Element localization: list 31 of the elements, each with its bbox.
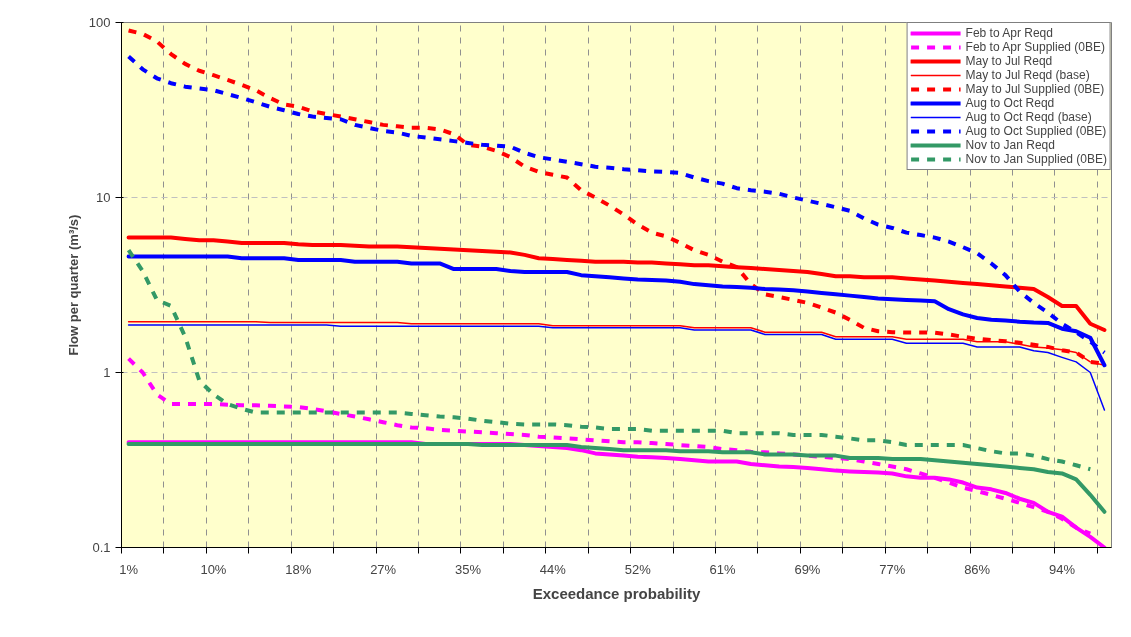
x-tick-label: 10% — [200, 561, 227, 577]
y-tick-label: 1 — [103, 365, 111, 380]
legend-label: May to Jul Reqd — [965, 54, 1053, 68]
x-tick-label: 94% — [1048, 561, 1076, 577]
x-tick-label: 86% — [964, 561, 991, 577]
x-tick-label: 1% — [119, 561, 139, 577]
line-series — [126, 442, 1107, 514]
legend-label: Aug to Oct Supplied (0BE) — [965, 124, 1107, 138]
legend-label: Nov to Jan Reqd — [965, 138, 1055, 152]
x-tick-label: 52% — [624, 561, 652, 577]
y-tick-label: 100 — [88, 15, 111, 30]
x-tick-label: 61% — [709, 561, 737, 577]
legend-label: May to Jul Supplied (0BE) — [965, 82, 1105, 96]
legend-label: Feb to Apr Supplied (0BE) — [965, 40, 1105, 54]
x-tick-label: 27% — [370, 561, 397, 577]
x-tick-label: 35% — [454, 561, 482, 577]
y-axis-title: Flow per quarter (m³/s) — [65, 214, 81, 356]
legend-label: Aug to Oct Reqd — [965, 96, 1055, 110]
line-series — [127, 324, 1106, 411]
x-tick-label: 44% — [539, 561, 567, 577]
x-tick-label: 18% — [285, 561, 312, 577]
y-tick-label: 10 — [96, 190, 111, 205]
legend-label: Feb to Apr Reqd — [965, 26, 1053, 40]
x-tick-label: 69% — [794, 561, 821, 577]
legend-label: Nov to Jan Supplied (0BE) — [965, 152, 1107, 166]
y-tick-label: 0.1 — [92, 540, 111, 555]
legend-label: Aug to Oct Reqd (base) — [965, 110, 1092, 124]
legend-label: May to Jul Reqd (base) — [965, 68, 1090, 82]
line-series — [126, 248, 1093, 472]
x-axis-title: Exceedance probability — [532, 584, 701, 602]
x-tick-label: 77% — [879, 561, 906, 577]
